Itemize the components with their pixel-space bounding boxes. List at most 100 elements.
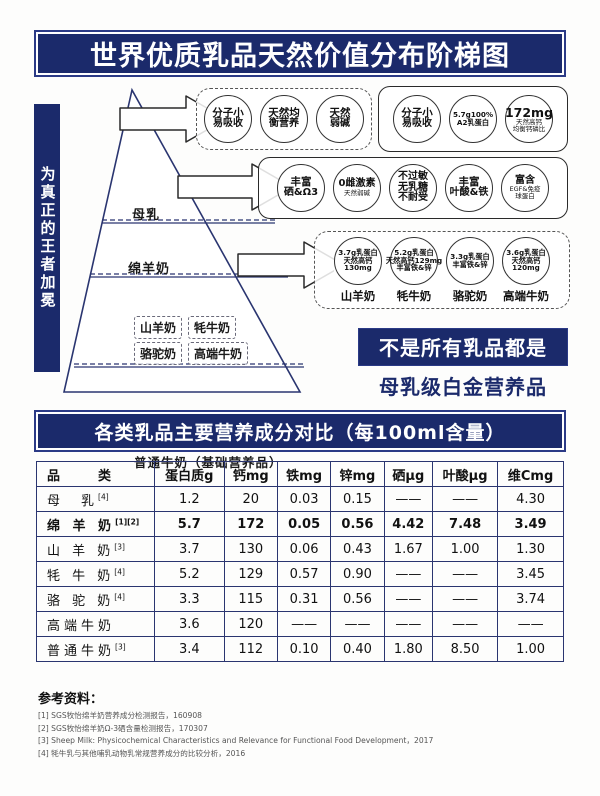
bubble-line1: 5.2g乳蛋白 bbox=[394, 248, 434, 258]
nutrition-table: 品 类 蛋白质g 钙mg 铁mg 锌mg 硒μg 叶酸μg 维Cmg 母 乳[4… bbox=[36, 461, 564, 662]
table-cell-value: —— bbox=[432, 486, 499, 512]
table-cell-value: 3.3 bbox=[154, 586, 225, 612]
benefit-bubble: 分子小 易吸收 bbox=[204, 95, 252, 143]
bubble-line3: 均衡钙磷比 bbox=[512, 124, 546, 133]
benefit-bubble: 丰富 硒&Ω3 bbox=[277, 164, 325, 212]
table-cell-value: 0.10 bbox=[276, 636, 332, 662]
bubble-line1: 分子小 bbox=[212, 107, 244, 120]
tier3-milk-item: 5.2g乳蛋白 天然高钙129mg 丰富铁&锌 牦牛奶 bbox=[386, 236, 442, 304]
table-cell-value: 1.30 bbox=[497, 536, 564, 562]
benefit-group-sheep-milk: 丰富 硒&Ω3 0雌激素 天然弱碱 不过敏 无乳糖 不耐受 丰富 叶酸&铁 富含… bbox=[258, 157, 568, 219]
vertical-slogan-bar: 为真正的王者加冕 bbox=[34, 104, 60, 372]
table-cell-value: 8.50 bbox=[432, 636, 499, 662]
pyramid-tier3-chip: 山羊奶 bbox=[134, 316, 183, 339]
bubble-line1: 不过敏 bbox=[398, 171, 428, 183]
bubble-line2: 弱碱 bbox=[330, 118, 350, 130]
table-cell-value: 7.48 bbox=[432, 511, 499, 537]
references-block: 参考资料： [1] SGS牧怡绵羊奶营养成分检测报告，160908 [2] SG… bbox=[38, 688, 468, 760]
table-cell-value: 0.06 bbox=[276, 536, 332, 562]
table-cell-category: 高端牛奶 bbox=[36, 611, 155, 637]
bubble-line3: 120mg bbox=[512, 263, 540, 273]
bubble-line2: 硒&Ω3 bbox=[283, 187, 319, 199]
table-cell-value: —— bbox=[383, 611, 434, 637]
benefit-bubble: 3.7g乳蛋白 天然高钙 130mg bbox=[334, 236, 382, 285]
page-title-banner: 世界优质乳品天然价值分布阶梯图 bbox=[34, 30, 566, 77]
tier3-milk-caption: 高端牛奶 bbox=[503, 288, 549, 303]
table-cell-value: —— bbox=[432, 611, 499, 637]
pyramid-tier3-chip: 高端牛奶 bbox=[188, 342, 249, 365]
tier3-milk-caption: 山羊奶 bbox=[340, 288, 376, 303]
bubble-line1: 3.3g乳蛋白 bbox=[450, 251, 490, 261]
bubble-line2: 易吸收 bbox=[213, 118, 243, 130]
column-header-vitaminc: 维Cmg bbox=[497, 461, 564, 487]
column-header-calcium: 钙mg bbox=[223, 461, 278, 487]
bubble-line2: EGF&免疫 bbox=[509, 185, 541, 194]
bubble-line1: 天然 bbox=[329, 107, 351, 120]
bubble-line2: 天然高钙 bbox=[516, 117, 542, 126]
bubble-line2: A2乳蛋白 bbox=[456, 118, 490, 127]
benefit-bubble: 不过敏 无乳糖 不耐受 bbox=[389, 164, 437, 212]
table-row: 牦 牛 奶[4] 5.2 129 0.57 0.90 —— —— 3.45 bbox=[36, 561, 564, 587]
bubble-line1: 分子小 bbox=[401, 107, 433, 120]
bubble-line1: 天然均 bbox=[268, 107, 300, 120]
bubble-line2: 天然高钙129mg bbox=[385, 255, 443, 265]
benefit-bubble: 天然 弱碱 bbox=[316, 95, 364, 143]
bubble-line2: 丰富铁&锌 bbox=[452, 259, 488, 269]
table-title: 各类乳品主要营养成分对比（每100ml含量） bbox=[94, 421, 506, 444]
table-cell-category: 山 羊 奶[3] bbox=[36, 536, 155, 562]
slogan-block: 不是所有乳品都是 母乳级白金营养品 bbox=[358, 328, 568, 400]
table-cell-category: 骆 驼 奶[4] bbox=[36, 586, 155, 612]
table-cell-value: 1.2 bbox=[154, 486, 225, 512]
table-cell-value: —— bbox=[383, 486, 434, 512]
page-title: 世界优质乳品天然价值分布阶梯图 bbox=[90, 41, 510, 72]
table-header-row: 品 类 蛋白质g 钙mg 铁mg 锌mg 硒μg 叶酸μg 维Cmg bbox=[36, 461, 564, 487]
references-title: 参考资料： bbox=[38, 692, 104, 707]
benefit-group-sheep-milk-stats: 分子小 易吸收 5.7g100% A2乳蛋白 172mg 天然高钙 均衡钙磷比 bbox=[378, 86, 568, 152]
footnote-marker: [4] bbox=[114, 592, 125, 602]
table-cell-value: —— bbox=[383, 561, 434, 587]
pyramid-tier2-label: 绵羊奶 bbox=[128, 262, 171, 277]
bubble-line3: 丰富铁&锌 bbox=[396, 263, 432, 273]
table-cell-value: —— bbox=[497, 611, 564, 637]
benefit-bubble: 3.6g乳蛋白 天然高钙 120mg bbox=[502, 236, 550, 285]
table-cell-value: —— bbox=[330, 611, 385, 637]
slogan-line-1: 不是所有乳品都是 bbox=[358, 328, 568, 366]
tier3-milk-item: 3.3g乳蛋白 丰富铁&锌 骆驼奶 bbox=[446, 236, 494, 304]
table-cell-value: 5.7 bbox=[154, 511, 225, 537]
bubble-line2: 叶酸&铁 bbox=[449, 187, 489, 199]
bubble-line1: 丰富 bbox=[458, 176, 480, 189]
table-cell-value: 0.56 bbox=[330, 511, 385, 537]
table-cell-value: 3.6 bbox=[154, 611, 225, 637]
tier3-milk-caption: 骆驼奶 bbox=[452, 288, 488, 303]
table-cell-value: 3.49 bbox=[497, 511, 564, 537]
table-cell-value: 112 bbox=[223, 636, 278, 662]
footnote-marker: [4] bbox=[98, 492, 109, 502]
table-row: 绵 羊 奶[1][2] 5.7 172 0.05 0.56 4.42 7.48 3.49 bbox=[36, 511, 564, 537]
reference-item: [1] SGS牧怡绵羊奶营养成分检测报告，160908 bbox=[38, 711, 202, 720]
tier3-milk-caption: 牦牛奶 bbox=[396, 288, 432, 303]
table-cell-value: 0.31 bbox=[276, 586, 332, 612]
bubble-line2: 天然高钙 bbox=[343, 255, 373, 265]
bubble-line1: 5.7g100% bbox=[452, 110, 494, 120]
bubble-line3: 不耐受 bbox=[398, 192, 428, 204]
benefit-bubble: 天然均 衡营养 bbox=[260, 95, 308, 143]
table-cell-value: 5.2 bbox=[154, 561, 225, 587]
column-header-category: 品 类 bbox=[36, 461, 155, 487]
bubble-line1: 丰富 bbox=[290, 176, 312, 189]
table-cell-category: 绵 羊 奶[1][2] bbox=[36, 511, 155, 537]
bubble-line3: 130mg bbox=[344, 263, 372, 273]
table-cell-value: 4.42 bbox=[383, 511, 434, 537]
bubble-line2: 无乳糖 bbox=[398, 181, 428, 193]
table-cell-value: 0.56 bbox=[330, 586, 385, 612]
table-cell-value: 1.00 bbox=[497, 636, 564, 662]
tier3-milk-item: 3.7g乳蛋白 天然高钙 130mg 山羊奶 bbox=[334, 236, 382, 304]
table-cell-value: 3.74 bbox=[497, 586, 564, 612]
table-cell-value: —— bbox=[276, 611, 332, 637]
benefit-bubble: 5.2g乳蛋白 天然高钙129mg 丰富铁&锌 bbox=[386, 236, 442, 285]
table-row: 山 羊 奶[3] 3.7 130 0.06 0.43 1.67 1.00 1.30 bbox=[36, 536, 564, 562]
benefit-bubble: 3.3g乳蛋白 丰富铁&锌 bbox=[446, 236, 494, 285]
table-cell-value: 120 bbox=[223, 611, 278, 637]
vertical-slogan-text: 为真正的王者加冕 bbox=[38, 166, 57, 310]
footnote-marker: [4] bbox=[114, 567, 125, 577]
